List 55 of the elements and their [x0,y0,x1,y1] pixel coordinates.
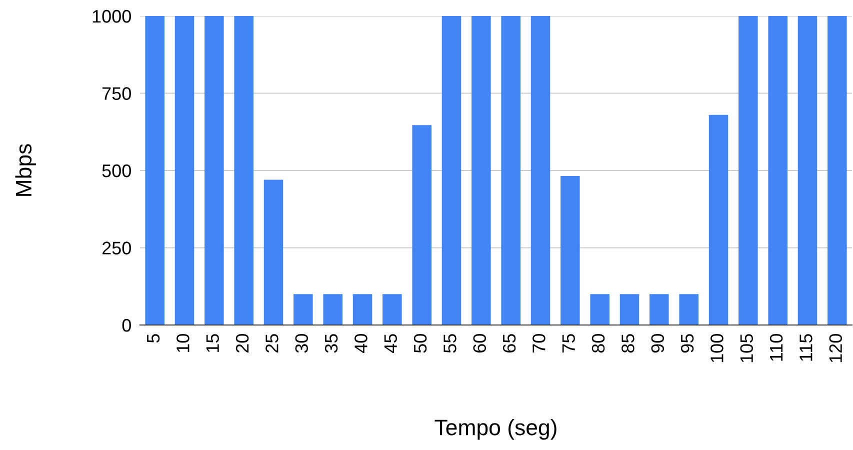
bar [650,294,669,325]
bar [738,16,758,325]
x-tick-label: 120 [829,334,842,362]
x-tick-label: 20 [236,334,249,353]
bar [204,16,224,325]
bar [294,294,313,325]
x-tick-label: 45 [384,334,398,353]
x-tick-label: 65 [502,334,516,352]
x-tick-label: 85 [622,334,634,353]
bar [560,176,580,325]
bar [620,294,640,325]
x-tick-label: 55 [444,334,456,353]
y-tick-label: 750 [102,87,131,100]
x-tick-label: 25 [266,334,278,353]
y-tick-label: 1000 [92,10,131,23]
bar [590,294,610,325]
x-tick-label: 100 [710,334,724,362]
bar [798,16,818,325]
x-tick-label: 80 [592,334,605,353]
bar [708,114,728,325]
x-axis-title: Tempo (seg) [434,419,556,440]
y-tick-label: 250 [102,242,131,254]
x-tick-label: 115 [800,334,812,361]
bar [323,294,342,325]
bar [174,16,194,325]
bar [412,125,432,325]
bar [145,16,164,325]
x-tick-label: 60 [473,334,486,352]
x-tick-label: 35 [324,334,338,353]
y-tick-label: 500 [102,164,131,178]
y-tick-label: 0 [122,318,131,332]
bar [679,294,698,325]
bar [828,16,847,325]
bar [382,294,402,325]
bar [264,180,284,325]
bar [442,16,462,325]
x-tick-label: 90 [651,334,664,353]
bar [472,16,491,325]
bar [352,294,372,325]
bar [501,16,520,325]
bar [768,16,788,325]
bar [530,16,550,325]
x-tick-label: 10 [176,334,190,352]
x-tick-label: 95 [680,334,694,353]
x-tick-label: 110 [770,334,783,361]
bar [234,16,254,325]
x-tick-label: 70 [532,334,546,352]
x-tick-label: 105 [740,334,754,362]
x-tick-label: 40 [354,334,368,353]
x-tick-label: 5 [147,334,160,343]
y-axis-title: Mbps [15,144,36,196]
x-tick-label: 50 [414,334,427,353]
x-tick-label: 75 [562,334,576,352]
x-tick-label: 15 [206,334,220,352]
x-tick-label: 30 [295,334,308,353]
